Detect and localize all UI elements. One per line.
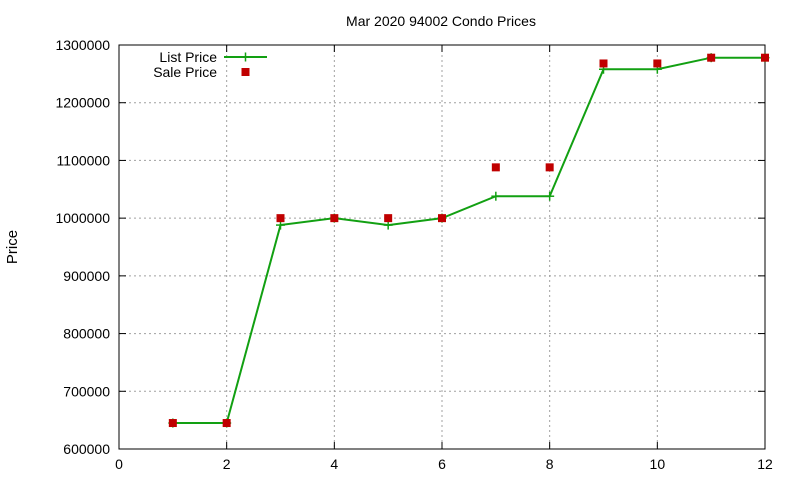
y-tick-label: 1200000 (55, 95, 110, 111)
x-tick-label: 2 (223, 456, 231, 472)
series (168, 53, 770, 428)
y-tick-label: 700000 (63, 383, 110, 399)
x-tick-label: 0 (115, 456, 123, 472)
sale-price-point (384, 214, 393, 223)
sale-price-point (599, 59, 608, 68)
sale-price-point (491, 163, 500, 172)
legend-label-1: Sale Price (153, 64, 217, 80)
legend-label-0: List Price (159, 49, 217, 65)
y-tick-label: 600000 (63, 441, 110, 457)
legend-square-swatch (241, 68, 250, 76)
series-0 (168, 53, 770, 428)
chart-title: Mar 2020 94002 Condo Prices (346, 13, 536, 29)
sale-price-point (653, 59, 662, 68)
y-tick-label: 1100000 (57, 152, 111, 168)
x-tick-label: 6 (438, 456, 446, 472)
y-tick-label: 1300000 (55, 37, 110, 53)
sale-price-point (545, 163, 554, 172)
list-price-line (172, 56, 765, 425)
x-tick-label: 8 (546, 456, 554, 472)
sale-price-point (707, 53, 716, 62)
grid (119, 45, 765, 449)
list-price-point (545, 191, 555, 201)
sale-price-point (276, 214, 285, 223)
y-axis-label: Price (4, 230, 21, 264)
y-tick-label: 800000 (63, 326, 110, 342)
y-tick-label: 1000000 (55, 210, 110, 226)
series-1 (168, 53, 769, 428)
list-price-point (491, 191, 501, 201)
sale-price-point (168, 419, 177, 428)
sale-price-point (222, 419, 231, 428)
axes: 0 2 4 6 8 10 12 600000 700000 800000 900000 1000000… (55, 37, 773, 472)
sale-price-point (761, 53, 769, 62)
x-tick-label: 10 (650, 456, 666, 472)
sale-price-point (438, 214, 446, 223)
legend-plus-swatch (241, 52, 250, 62)
x-tick-label: 12 (757, 456, 773, 472)
x-tick-label: 4 (330, 456, 338, 472)
sale-price-point (330, 214, 339, 223)
y-tick-label: 900000 (63, 268, 110, 284)
